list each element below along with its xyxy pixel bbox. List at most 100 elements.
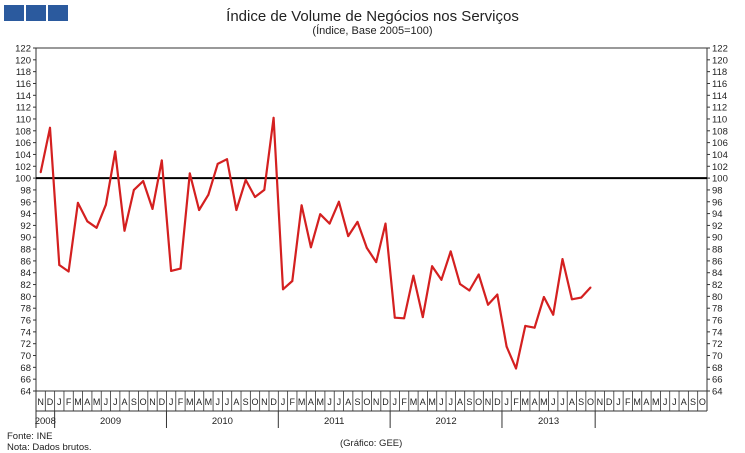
data-point bbox=[356, 220, 359, 223]
y-tick-label-right: 74 bbox=[712, 327, 723, 338]
y-tick-label-right: 76 bbox=[712, 316, 723, 327]
x-tick-label: D bbox=[47, 397, 54, 407]
data-point bbox=[412, 274, 415, 277]
x-tick-label: A bbox=[122, 397, 128, 407]
data-point bbox=[496, 293, 499, 296]
x-tick-label: M bbox=[540, 397, 548, 407]
logo-block-3 bbox=[48, 5, 68, 21]
x-tick-label: J bbox=[225, 397, 230, 407]
y-tick-label-left: 94 bbox=[20, 209, 31, 220]
y-tick-label-left: 74 bbox=[20, 327, 31, 338]
y-tick-label-left: 66 bbox=[20, 375, 31, 386]
year-label: 2010 bbox=[212, 416, 233, 427]
x-tick-label: S bbox=[131, 397, 137, 407]
x-tick-label: D bbox=[606, 397, 613, 407]
y-tick-label-right: 104 bbox=[712, 150, 728, 161]
y-tick-label-right: 78 bbox=[712, 304, 723, 315]
x-tick-label: M bbox=[633, 397, 641, 407]
data-point bbox=[580, 296, 583, 299]
y-tick-label-left: 68 bbox=[20, 363, 31, 374]
x-tick-label: A bbox=[457, 397, 463, 407]
data-point bbox=[393, 316, 396, 319]
data-point bbox=[291, 280, 294, 282]
x-tick-label: A bbox=[233, 397, 239, 407]
x-tick-label: J bbox=[504, 397, 509, 407]
y-tick-label-right: 70 bbox=[712, 351, 723, 362]
x-tick-label: J bbox=[104, 397, 109, 407]
y-tick-label-left: 100 bbox=[15, 174, 31, 185]
x-tick-label: O bbox=[475, 397, 482, 407]
x-tick-label: J bbox=[616, 397, 621, 407]
data-point bbox=[347, 235, 350, 238]
y-tick-label-left: 118 bbox=[16, 67, 31, 78]
data-point bbox=[160, 159, 163, 162]
data-point bbox=[39, 171, 42, 174]
graph-credit: (Gráfico: GEE) bbox=[340, 438, 403, 449]
data-point bbox=[76, 201, 79, 204]
data-point bbox=[328, 222, 331, 225]
x-tick-label: N bbox=[485, 397, 492, 407]
data-point bbox=[533, 326, 536, 329]
y-tick-label-right: 120 bbox=[712, 55, 728, 66]
data-point bbox=[589, 286, 592, 289]
y-tick-label-left: 102 bbox=[15, 162, 31, 173]
x-tick-label: J bbox=[327, 397, 332, 407]
y-tick-label-left: 108 bbox=[15, 126, 31, 137]
x-tick-label: S bbox=[690, 397, 696, 407]
data-point bbox=[337, 200, 340, 203]
data-point bbox=[431, 265, 434, 268]
x-tick-label: J bbox=[663, 397, 668, 407]
data-point bbox=[552, 313, 555, 316]
x-tick-label: O bbox=[699, 397, 706, 407]
x-tick-label: F bbox=[290, 397, 296, 407]
y-tick-label-right: 82 bbox=[712, 280, 723, 291]
x-tick-label: N bbox=[597, 397, 604, 407]
y-tick-label-left: 84 bbox=[20, 268, 31, 279]
x-tick-label: M bbox=[522, 397, 530, 407]
y-tick-label-left: 76 bbox=[20, 316, 31, 327]
data-point bbox=[114, 150, 117, 153]
data-point bbox=[263, 188, 266, 191]
data-point bbox=[49, 126, 51, 129]
data-note: Nota: Dados brutos. bbox=[7, 442, 92, 453]
data-point bbox=[151, 207, 154, 210]
data-point bbox=[477, 273, 480, 276]
y-tick-label-left: 122 bbox=[15, 44, 31, 55]
x-tick-label: N bbox=[373, 397, 380, 407]
y-tick-label-left: 80 bbox=[20, 292, 31, 303]
x-tick-label: J bbox=[393, 397, 398, 407]
data-point bbox=[272, 116, 275, 119]
x-tick-label: M bbox=[186, 397, 194, 407]
x-tick-label: O bbox=[251, 397, 258, 407]
x-tick-label: A bbox=[681, 397, 687, 407]
x-tick-label: A bbox=[532, 397, 538, 407]
y-tick-label-left: 106 bbox=[15, 138, 31, 149]
data-point bbox=[449, 250, 452, 253]
x-tick-label: F bbox=[401, 397, 407, 407]
data-point bbox=[459, 283, 461, 285]
y-tick-label-right: 100 bbox=[712, 174, 728, 185]
x-tick-label: A bbox=[420, 397, 426, 407]
data-point bbox=[561, 258, 564, 261]
x-tick-label: D bbox=[494, 397, 501, 407]
data-point bbox=[170, 269, 173, 272]
x-tick-label: D bbox=[270, 397, 277, 407]
x-tick-label: S bbox=[578, 397, 584, 407]
y-tick-label-left: 70 bbox=[20, 351, 31, 362]
data-point bbox=[365, 246, 368, 249]
chart-title: Índice de Volume de Negócios nos Serviço… bbox=[226, 8, 519, 25]
x-tick-label: F bbox=[513, 397, 519, 407]
y-tick-label-right: 80 bbox=[712, 292, 723, 303]
y-tick-label-left: 112 bbox=[16, 103, 31, 114]
year-label: 2011 bbox=[324, 416, 344, 427]
data-point bbox=[375, 261, 378, 264]
x-tick-label: M bbox=[410, 397, 418, 407]
data-point bbox=[226, 158, 228, 161]
x-tick-label: M bbox=[298, 397, 306, 407]
x-tick-label: A bbox=[308, 397, 314, 407]
x-tick-label: M bbox=[652, 397, 660, 407]
x-tick-label: F bbox=[625, 397, 631, 407]
x-tick-label: A bbox=[569, 397, 575, 407]
y-tick-label-left: 98 bbox=[20, 185, 31, 196]
